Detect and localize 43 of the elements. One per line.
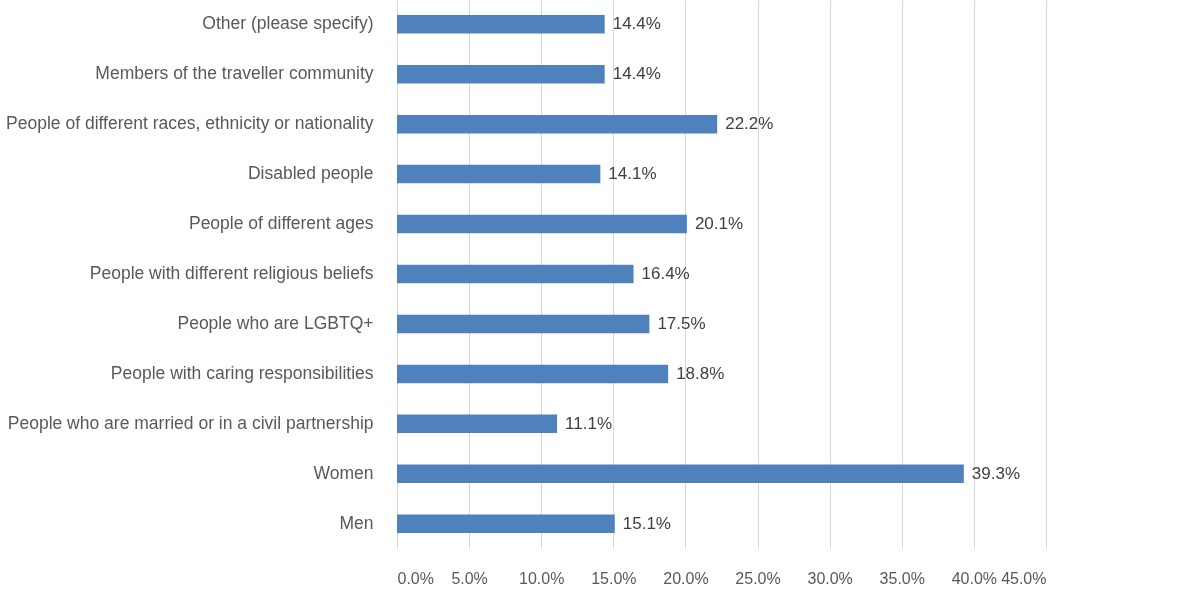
x-tick-label: 25.0% — [735, 569, 781, 587]
data-label: 14.4% — [612, 64, 661, 84]
y-tick-label: People who are married or in a civil partnership — [7, 412, 374, 433]
x-tick-label: 10.0% — [519, 569, 565, 587]
y-tick-label: Women — [313, 462, 374, 483]
bar — [397, 264, 634, 284]
y-tick-label: Members of the traveller community — [95, 63, 374, 84]
bar — [397, 114, 718, 134]
x-tick-label: 35.0% — [879, 569, 925, 587]
x-tick-label: 5.0% — [451, 569, 488, 587]
data-label: 18.8% — [676, 363, 725, 383]
data-label: 11.1% — [565, 413, 613, 433]
data-label: 17.5% — [657, 313, 706, 333]
y-tick-label: Other (please specify) — [202, 13, 374, 34]
data-label: 20.1% — [694, 214, 744, 234]
bar — [397, 14, 605, 34]
bar — [397, 364, 669, 384]
x-tick-label: 45.0% — [1001, 569, 1047, 587]
y-tick-label: Men — [339, 512, 374, 533]
y-tick-label: People with different religious beliefs — [89, 263, 374, 283]
data-label: 14.1% — [608, 164, 657, 184]
x-tick-label: 40.0% — [951, 569, 998, 587]
bar — [397, 414, 558, 434]
y-tick-label: Disabled people — [247, 163, 374, 184]
bar — [397, 314, 650, 334]
x-tick-label: 0.0% — [397, 569, 434, 587]
x-tick-label: 15.0% — [591, 569, 637, 587]
bar — [397, 164, 601, 184]
bar — [397, 464, 964, 484]
data-label: 15.1% — [622, 513, 671, 533]
data-label: 16.4% — [641, 264, 690, 283]
data-label: 14.4% — [612, 14, 661, 34]
data-label: 22.2% — [725, 114, 774, 134]
y-tick-label: People who are LGBTQ+ — [177, 312, 374, 333]
y-tick-label: People of different races, ethnicity or nationality — [6, 113, 374, 134]
bar — [397, 64, 605, 84]
data-label: 39.3% — [971, 463, 1020, 483]
bar — [397, 514, 615, 534]
x-tick-label: 20.0% — [663, 569, 709, 587]
y-tick-label: People with caring responsibilities — [110, 362, 374, 383]
y-tick-label: People of different ages — [188, 213, 374, 234]
bar — [397, 214, 687, 234]
x-tick-label: 30.0% — [807, 569, 853, 587]
